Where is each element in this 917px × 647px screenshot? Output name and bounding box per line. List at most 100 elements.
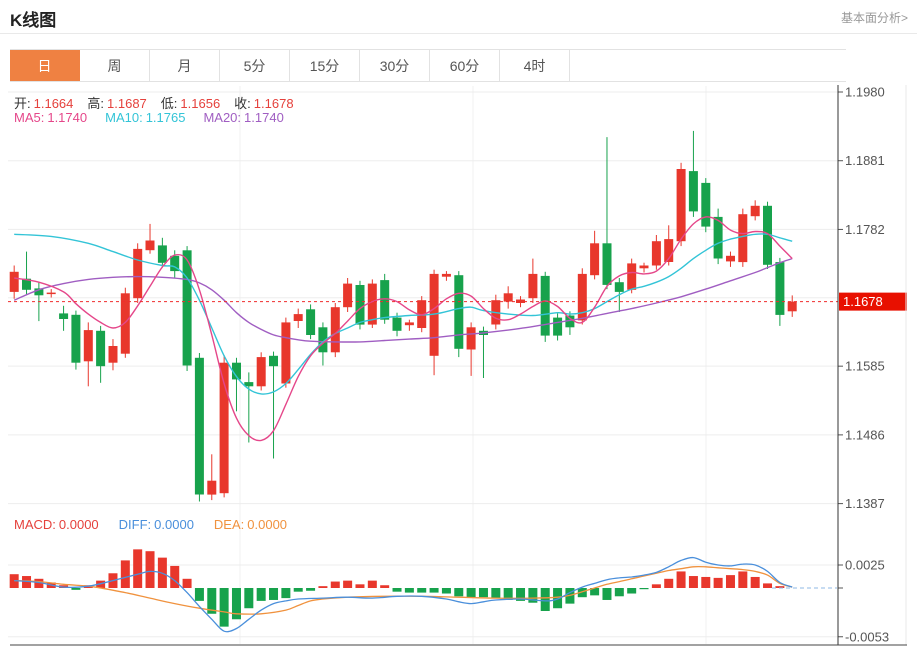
macd-hist-bar (553, 588, 563, 609)
candle-body[interactable] (577, 273, 587, 321)
candle-body[interactable] (46, 292, 56, 295)
macd-hist-bar (281, 588, 291, 599)
candle-body[interactable] (738, 214, 748, 263)
candle-body[interactable] (404, 322, 414, 326)
candle-body[interactable] (380, 280, 390, 320)
candle-body[interactable] (219, 362, 229, 494)
diff-value: 0.0000 (154, 517, 194, 532)
candle-body[interactable] (269, 355, 278, 367)
macd-hist-bar (318, 586, 328, 588)
ma5-label: MA5: (14, 110, 45, 125)
candle-body[interactable] (256, 357, 266, 387)
candle-body[interactable] (182, 250, 192, 366)
candle-body[interactable] (627, 263, 637, 290)
low-value: 1.1656 (180, 96, 221, 111)
candle-body[interactable] (750, 205, 760, 217)
macd-hist-bar (491, 588, 501, 599)
candle-body[interactable] (71, 314, 81, 363)
candle-body[interactable] (207, 480, 217, 495)
candle-body[interactable] (639, 265, 649, 269)
candle-body[interactable] (503, 293, 513, 302)
candle-body[interactable] (726, 255, 735, 262)
tab-item-0[interactable]: 日 (10, 50, 80, 81)
macd-hist-bar (676, 571, 686, 588)
macd-tick-label: 0.0025 (845, 558, 885, 573)
candle-body[interactable] (590, 243, 600, 276)
candle-body[interactable] (244, 382, 254, 387)
macd-tick-label: -0.0053 (845, 629, 889, 644)
candle-body[interactable] (318, 327, 328, 353)
candle-body[interactable] (565, 315, 575, 328)
candle-body[interactable] (232, 362, 241, 380)
candle-body[interactable] (763, 205, 772, 265)
candle-body[interactable] (688, 171, 698, 212)
candle-body[interactable] (108, 346, 118, 363)
candle-body[interactable] (133, 248, 143, 299)
tab-item-2[interactable]: 月 (150, 50, 220, 81)
candle-body[interactable] (392, 317, 402, 331)
candle-body[interactable] (145, 240, 155, 251)
macd-hist-bar (775, 586, 785, 588)
candle-body[interactable] (664, 239, 674, 262)
candle-body[interactable] (651, 241, 661, 266)
tab-item-3[interactable]: 5分 (220, 50, 290, 81)
period-tab-bar: 日周月 5分 15分 30分 60分 4时 (10, 49, 846, 82)
open-label: 开: (14, 96, 31, 111)
macd-hist-bar (207, 588, 217, 614)
macd-hist-bar (602, 588, 612, 600)
tab-item-6[interactable]: 60分 (430, 50, 500, 81)
macd-hist-bar (170, 565, 180, 588)
dea-label: DEA: (213, 517, 245, 532)
candle-body[interactable] (120, 293, 130, 354)
candle-body[interactable] (281, 322, 291, 384)
tab-item-4[interactable]: 15分 (290, 50, 360, 81)
candle-body[interactable] (34, 288, 44, 296)
candle-body[interactable] (713, 216, 723, 259)
candle-body[interactable] (454, 275, 464, 349)
candle-body[interactable] (787, 301, 797, 312)
candle-body[interactable] (429, 273, 439, 356)
macd-hist-bar (404, 588, 414, 593)
candle-body[interactable] (540, 275, 550, 336)
macd-hist-bar (330, 581, 340, 588)
macd-hist-bar (701, 576, 711, 588)
dea-line (14, 565, 793, 615)
candle-body[interactable] (343, 283, 353, 308)
candle-body[interactable] (83, 330, 93, 362)
candle-body[interactable] (96, 330, 106, 367)
candle-body[interactable] (59, 313, 69, 319)
candle-body[interactable] (157, 245, 167, 263)
candle-body[interactable] (306, 309, 316, 335)
candle-body[interactable] (602, 243, 612, 285)
candle-body[interactable] (9, 271, 19, 292)
open-value: 1.1664 (33, 96, 74, 111)
candle-body[interactable] (330, 307, 340, 353)
price-tick-label: 1.1980 (845, 85, 885, 100)
tab-item-7[interactable]: 4时 (500, 50, 570, 81)
macd-value-readout: MACD: 0.0000 (14, 517, 99, 532)
tab-item-5[interactable]: 30分 (360, 50, 430, 81)
candle-body[interactable] (553, 317, 563, 336)
ma5-line (14, 216, 793, 442)
candle-body[interactable] (194, 357, 204, 495)
macd-hist-bar (182, 578, 192, 588)
tab-item-1[interactable]: 周 (80, 50, 150, 81)
macd-hist-bar (614, 588, 624, 597)
candle-body[interactable] (293, 314, 303, 321)
macd-hist-bar (71, 588, 81, 590)
candle-body[interactable] (367, 283, 377, 325)
candle-body[interactable] (466, 327, 476, 350)
candle-body[interactable] (614, 282, 624, 292)
candle-body[interactable] (775, 262, 785, 315)
candle-body[interactable] (22, 278, 31, 290)
candle-body[interactable] (355, 285, 365, 325)
candlestick-series[interactable] (9, 130, 797, 502)
candle-body[interactable] (441, 273, 451, 277)
candle-body[interactable] (701, 182, 711, 227)
high-value: 1.1687 (107, 96, 147, 111)
candle-body[interactable] (528, 273, 538, 299)
fundamental-analysis-link[interactable]: 基本面分析> (840, 11, 908, 25)
candle-body[interactable] (170, 255, 180, 272)
candle-body[interactable] (676, 169, 686, 242)
